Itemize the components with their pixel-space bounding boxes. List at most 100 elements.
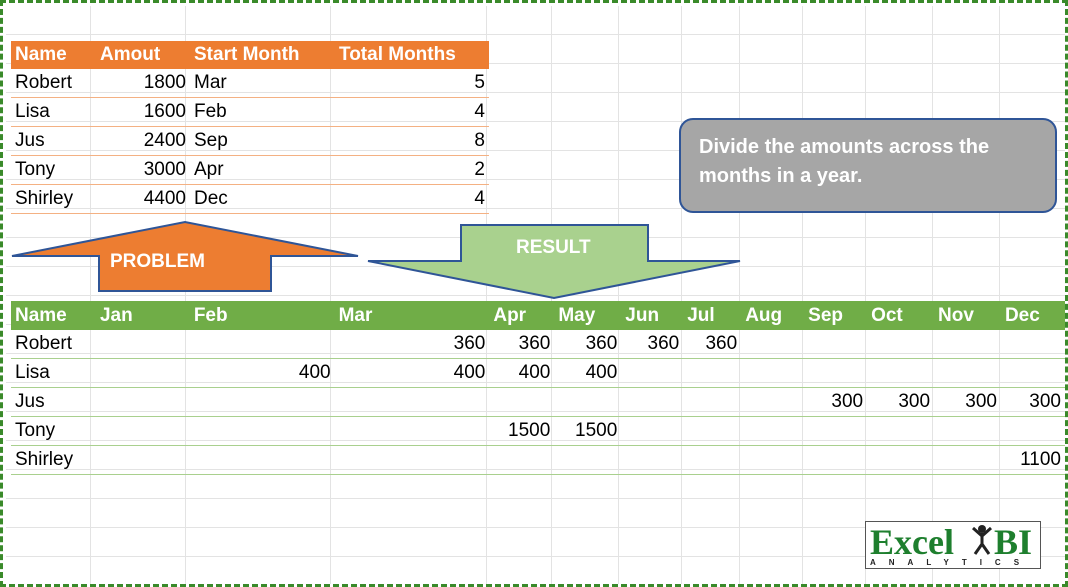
cell[interactable]: 4 [335, 97, 489, 127]
cell[interactable]: Tony [11, 416, 96, 446]
cell[interactable] [1000, 416, 1065, 446]
cell[interactable] [621, 387, 684, 417]
cell[interactable]: Mar [190, 69, 335, 98]
cell[interactable] [741, 358, 805, 388]
cell[interactable]: Lisa [11, 358, 96, 388]
cell[interactable] [683, 416, 742, 446]
problem-header-start-month[interactable]: Start Month [190, 41, 335, 69]
cell[interactable]: 1800 [96, 69, 190, 98]
cell[interactable]: Jus [11, 387, 96, 417]
result-header-feb[interactable]: Feb [189, 301, 335, 330]
result-header-aug[interactable]: Aug [741, 301, 805, 330]
cell[interactable] [741, 416, 805, 446]
cell[interactable] [334, 445, 490, 475]
cell[interactable]: Feb [190, 97, 335, 127]
cell[interactable] [1000, 330, 1065, 359]
cell[interactable]: 360 [489, 330, 555, 359]
cell[interactable]: 300 [934, 387, 1001, 417]
cell[interactable]: Apr [190, 155, 335, 185]
cell[interactable] [621, 445, 684, 475]
result-header-jun[interactable]: Jun [621, 301, 684, 330]
result-header-mar[interactable]: Mar [334, 301, 490, 330]
cell[interactable]: 400 [189, 358, 335, 388]
cell[interactable] [1000, 358, 1065, 388]
cell[interactable]: Sep [190, 126, 335, 156]
cell[interactable] [683, 358, 742, 388]
cell[interactable]: Dec [190, 184, 335, 214]
cell[interactable]: Robert [11, 330, 96, 359]
cell[interactable]: 360 [334, 330, 490, 359]
cell[interactable] [189, 330, 335, 359]
cell[interactable]: 300 [804, 387, 868, 417]
cell[interactable] [741, 387, 805, 417]
cell[interactable] [867, 445, 935, 475]
cell[interactable]: 8 [335, 126, 489, 156]
cell[interactable]: 1500 [489, 416, 555, 446]
cell[interactable]: Tony [11, 155, 96, 185]
cell[interactable]: 1100 [1000, 445, 1065, 475]
cell[interactable] [554, 387, 622, 417]
cell[interactable]: 1600 [96, 97, 190, 127]
problem-header-name[interactable]: Name [11, 41, 96, 69]
cell[interactable]: Shirley [11, 184, 96, 214]
cell[interactable] [934, 445, 1001, 475]
cell[interactable] [95, 358, 190, 388]
cell[interactable] [189, 445, 335, 475]
cell[interactable]: 300 [867, 387, 935, 417]
cell[interactable] [867, 358, 935, 388]
cell[interactable] [621, 358, 684, 388]
cell[interactable] [683, 445, 742, 475]
cell[interactable] [804, 445, 868, 475]
cell[interactable]: 360 [683, 330, 742, 359]
cell[interactable] [804, 330, 868, 359]
cell[interactable] [334, 387, 490, 417]
cell[interactable] [489, 387, 555, 417]
cell[interactable] [95, 445, 190, 475]
cell[interactable]: 2400 [96, 126, 190, 156]
cell[interactable]: 4400 [96, 184, 190, 214]
cell[interactable]: 1500 [554, 416, 622, 446]
cell[interactable] [489, 445, 555, 475]
cell[interactable] [867, 330, 935, 359]
cell[interactable] [804, 416, 868, 446]
result-header-may[interactable]: May [554, 301, 622, 330]
problem-header-amount[interactable]: Amout [96, 41, 190, 69]
cell[interactable]: 3000 [96, 155, 190, 185]
cell[interactable]: 2 [335, 155, 489, 185]
cell[interactable]: Robert [11, 69, 96, 98]
cell[interactable]: 360 [554, 330, 622, 359]
cell[interactable] [334, 416, 490, 446]
cell[interactable] [934, 358, 1001, 388]
cell[interactable]: 400 [554, 358, 622, 388]
cell[interactable] [867, 416, 935, 446]
result-header-apr[interactable]: Apr [489, 301, 555, 330]
cell[interactable]: Shirley [11, 445, 96, 475]
cell[interactable] [189, 387, 335, 417]
cell[interactable] [95, 387, 190, 417]
result-header-nov[interactable]: Nov [934, 301, 1001, 330]
cell[interactable] [554, 445, 622, 475]
cell[interactable] [683, 387, 742, 417]
cell[interactable] [95, 416, 190, 446]
result-header-name[interactable]: Name [11, 301, 96, 330]
cell[interactable] [621, 416, 684, 446]
result-header-sep[interactable]: Sep [804, 301, 868, 330]
cell[interactable]: Lisa [11, 97, 96, 127]
cell[interactable] [741, 445, 805, 475]
cell[interactable]: Jus [11, 126, 96, 156]
cell[interactable] [741, 330, 805, 359]
cell[interactable] [934, 330, 1001, 359]
problem-header-total-months[interactable]: Total Months [335, 41, 489, 69]
cell[interactable]: 400 [334, 358, 490, 388]
result-header-jan[interactable]: Jan [95, 301, 190, 330]
cell[interactable] [189, 416, 335, 446]
cell[interactable] [95, 330, 190, 359]
result-header-jul[interactable]: Jul [683, 301, 742, 330]
cell[interactable]: 5 [335, 69, 489, 98]
cell[interactable]: 360 [621, 330, 684, 359]
cell[interactable]: 4 [335, 184, 489, 214]
cell[interactable]: 300 [1000, 387, 1065, 417]
result-header-oct[interactable]: Oct [867, 301, 935, 330]
cell[interactable] [934, 416, 1001, 446]
cell[interactable]: 400 [489, 358, 555, 388]
